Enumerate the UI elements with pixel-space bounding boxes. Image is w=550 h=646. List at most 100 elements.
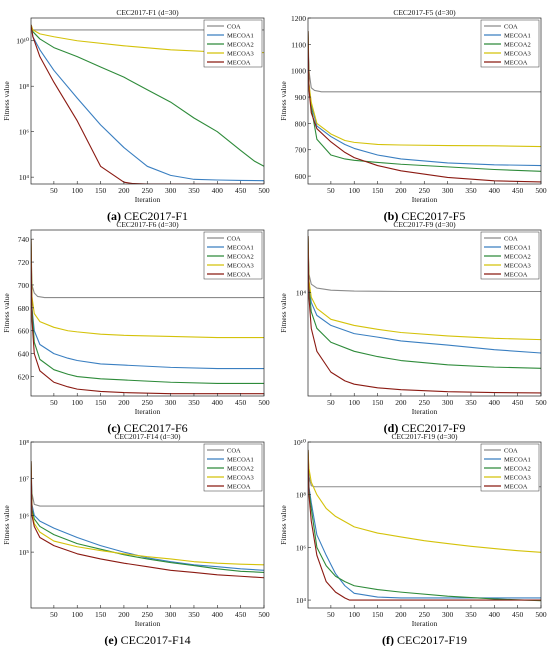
- legend: COA MECOA1 MECOA2 MECOA3 MECOA: [203, 19, 263, 68]
- caption-letter: (b): [384, 209, 399, 223]
- series-line-mecoa3: [308, 31, 541, 148]
- x-tick-label: 100: [72, 186, 84, 195]
- y-tick-label: 10⁴: [296, 596, 307, 605]
- x-tick-label: 400: [489, 186, 501, 195]
- x-tick-label: 300: [165, 610, 177, 619]
- legend-label-coa: COA: [227, 23, 241, 30]
- x-tick-label: 250: [142, 186, 154, 195]
- x-tick-label: 50: [327, 398, 335, 407]
- x-tick-label: 450: [512, 398, 524, 407]
- panel-caption: (c) CEC2017-F6: [107, 421, 187, 435]
- y-tick-label: 640: [18, 350, 30, 359]
- legend-label-mecoa3: MECOA3: [504, 262, 531, 269]
- legend-label-mecoa1: MECOA1: [504, 244, 531, 251]
- legend-label-mecoa: MECOA: [227, 59, 251, 66]
- series-line-mecoa1: [31, 239, 264, 370]
- y-tick-label: 10⁶: [296, 543, 307, 552]
- x-tick-label: 450: [235, 186, 247, 195]
- panel-caption: (b) CEC2017-F5: [384, 209, 466, 223]
- y-tick-label: 10¹⁰: [16, 37, 29, 46]
- legend-label-mecoa1: MECOA1: [227, 456, 254, 463]
- x-tick-label: 350: [188, 186, 200, 195]
- legend-label-mecoa: MECOA: [227, 483, 251, 490]
- x-tick-label: 250: [142, 610, 154, 619]
- series-line-mecoa: [308, 449, 541, 601]
- y-tick-label: 10⁴: [19, 173, 30, 182]
- x-tick-label: 500: [258, 610, 270, 619]
- y-tick-label: 10⁶: [19, 128, 30, 137]
- chart-title: CEC2017-F5 (d=30): [393, 8, 456, 17]
- chart-title: CEC2017-F19 (d=30): [391, 432, 458, 441]
- legend-label-mecoa3: MECOA3: [227, 474, 254, 481]
- x-tick-label: 250: [419, 398, 431, 407]
- series-line-mecoa: [31, 461, 264, 579]
- series-line-mecoa: [308, 236, 541, 394]
- panel-caption: (d) CEC2017-F9: [384, 421, 466, 435]
- legend-label-mecoa1: MECOA1: [227, 244, 254, 251]
- legend-label-coa: COA: [227, 235, 241, 242]
- y-tick-label: 10⁶: [19, 511, 30, 520]
- chart-panel-6: CEC2017-F19 (d=30) 50 100 150 200 250 300 350 40…: [279, 432, 547, 646]
- series-line-mecoa3: [31, 239, 264, 339]
- legend-label-mecoa1: MECOA1: [227, 32, 254, 39]
- x-axis-label: Iteration: [135, 407, 161, 416]
- y-tick-label: 600: [295, 172, 307, 181]
- series-line-mecoa2: [31, 24, 264, 167]
- series-line-mecoa1: [31, 461, 264, 571]
- series-line-mecoa2: [308, 449, 541, 602]
- panel-caption: (a) CEC2017-F1: [107, 209, 188, 223]
- y-axis-label: Fitness value: [279, 81, 288, 121]
- legend-label-mecoa: MECOA: [504, 59, 528, 66]
- caption-text: CEC2017-F5: [398, 209, 465, 223]
- legend-label-mecoa2: MECOA2: [227, 41, 254, 48]
- x-axis-label: Iteration: [135, 195, 161, 204]
- x-tick-label: 200: [395, 398, 407, 407]
- y-tick-label: 10¹⁰: [293, 438, 306, 447]
- series-line-mecoa1: [308, 449, 541, 599]
- x-tick-label: 500: [535, 186, 547, 195]
- legend-label-coa: COA: [504, 447, 518, 454]
- y-tick-label: 1200: [291, 14, 306, 23]
- panel-caption: (f) CEC2017-F19: [382, 633, 467, 646]
- x-tick-label: 500: [258, 186, 270, 195]
- y-axis-label: Fitness value: [2, 293, 11, 333]
- y-tick-label: 10⁸: [296, 491, 307, 500]
- x-tick-label: 300: [442, 610, 454, 619]
- x-tick-label: 100: [349, 398, 361, 407]
- series-line-coa: [308, 449, 541, 488]
- y-tick-label: 720: [18, 258, 30, 267]
- x-tick-label: 200: [118, 398, 130, 407]
- series-line-mecoa2: [31, 239, 264, 384]
- series-line-coa: [31, 239, 264, 299]
- series-line-mecoa1: [308, 235, 541, 354]
- x-tick-label: 50: [327, 610, 335, 619]
- series-lines: [308, 31, 541, 183]
- series-line-mecoa3: [308, 235, 541, 341]
- x-tick-label: 50: [327, 186, 335, 195]
- legend-label-mecoa2: MECOA2: [504, 41, 531, 48]
- series-line-coa: [308, 31, 541, 93]
- x-tick-label: 200: [395, 186, 407, 195]
- caption-letter: (d): [384, 421, 399, 435]
- x-tick-label: 150: [372, 610, 384, 619]
- legend-label-mecoa1: MECOA1: [504, 32, 531, 39]
- chart-panel-3: CEC2017-F6 (d=30) 50 100 150 200 250 300 350 400…: [2, 220, 270, 435]
- legend-label-mecoa3: MECOA3: [504, 50, 531, 57]
- y-tick-label: 1000: [291, 67, 306, 76]
- legend-label-mecoa2: MECOA2: [227, 253, 254, 260]
- series-line-mecoa: [308, 31, 541, 183]
- legend-label-mecoa: MECOA: [504, 271, 528, 278]
- legend-label-coa: COA: [227, 447, 241, 454]
- legend-label-mecoa3: MECOA3: [227, 262, 254, 269]
- series-line-mecoa1: [31, 24, 264, 182]
- x-tick-label: 350: [465, 610, 477, 619]
- legend-label-mecoa1: MECOA1: [504, 456, 531, 463]
- y-axis-label: Fitness value: [279, 505, 288, 545]
- series-lines: [308, 449, 541, 602]
- series-line-mecoa3: [308, 449, 541, 553]
- caption-text: CEC2017-F19: [394, 633, 467, 646]
- legend-label-mecoa3: MECOA3: [504, 474, 531, 481]
- chart-panel-4: CEC2017-F9 (d=30) 50 100 150 200 250 300 350 400…: [279, 220, 547, 435]
- x-tick-label: 400: [489, 610, 501, 619]
